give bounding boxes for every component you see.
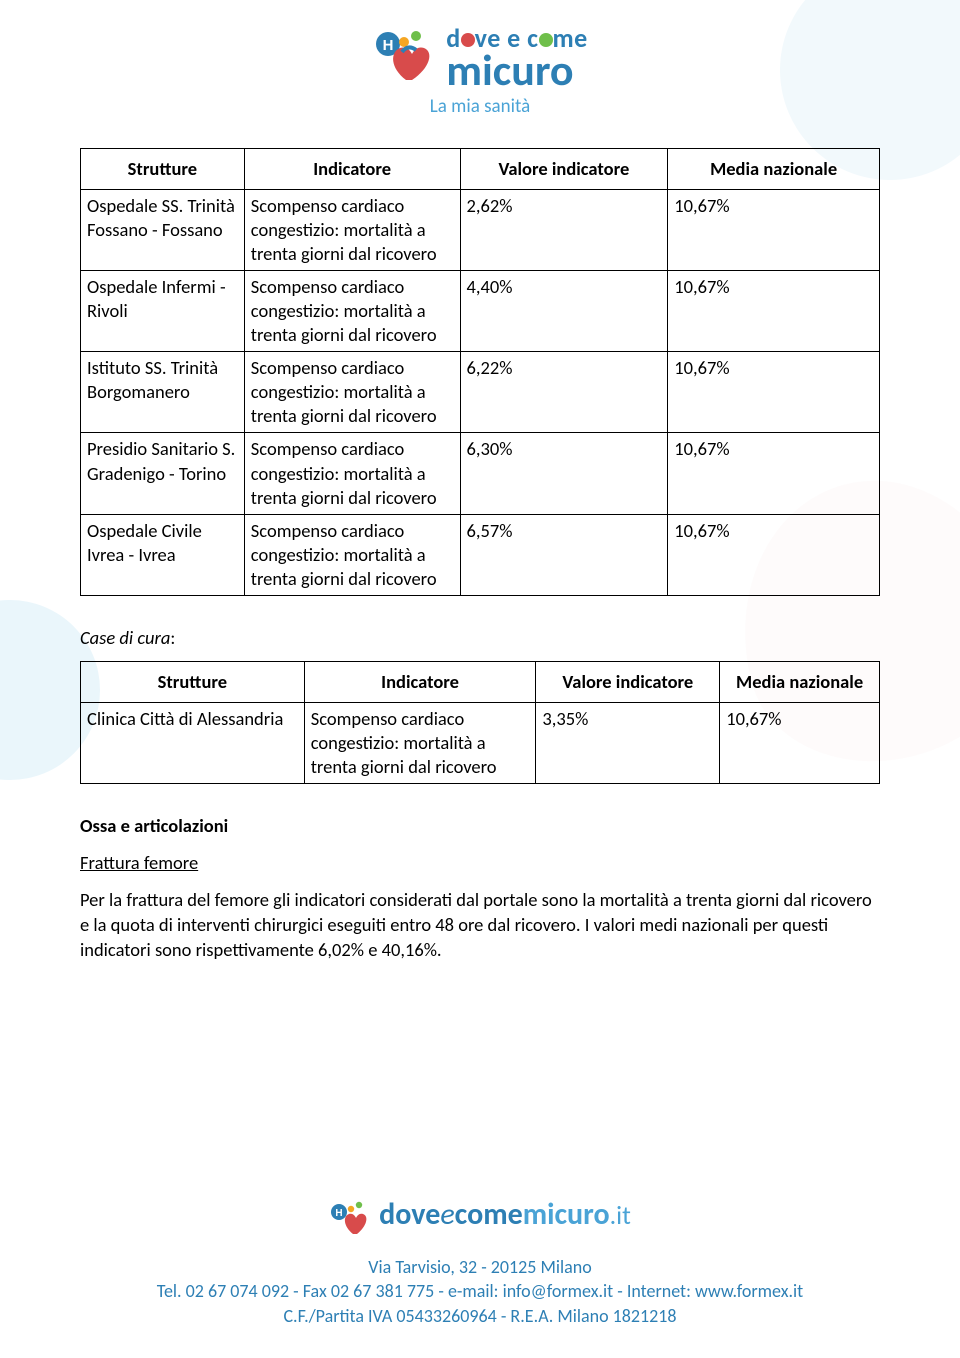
footer-logo-curo: curo (555, 1196, 610, 1233)
cell-indicatore: Scompenso cardiaco congestizio: mortalit… (244, 514, 460, 595)
footer-logo-e: e (440, 1196, 454, 1233)
footer-logo-text: doveecomemicuro.it (379, 1196, 631, 1233)
table-row: Presidio Sanitario S. Gradenigo - Torino… (81, 433, 880, 514)
section-frattura-femore: Frattura femore (80, 851, 880, 874)
page-content: H dve e cme micuro La mia sanità (0, 0, 960, 963)
logo-tagline: La mia sanità (372, 95, 588, 118)
cell-struttura: Ospedale SS. Trinità Fossano - Fossano (81, 190, 245, 271)
cell-indicatore: Scompenso cardiaco congestizio: mortalit… (244, 271, 460, 352)
colon: : (170, 626, 175, 649)
footer-logo-mi: mi (523, 1196, 555, 1233)
logo-graphic: H dve e cme micuro La mia sanità (372, 22, 588, 118)
footer-logo-dove: dove (379, 1196, 440, 1233)
cell-valore: 6,30% (460, 433, 668, 514)
cell-struttura: Ospedale Civile Ivrea - Ivrea (81, 514, 245, 595)
cell-struttura: Istituto SS. Trinità Borgomanero (81, 352, 245, 433)
cell-struttura: Ospedale Infermi - Rivoli (81, 271, 245, 352)
body-paragraph: Per la frattura del femore gli indicator… (80, 888, 880, 963)
footer-logo: H doveecomemicuro.it (0, 1196, 960, 1243)
logo-text-micuro: micuro (446, 51, 588, 91)
logo-header: H dve e cme micuro La mia sanità (80, 22, 880, 118)
col-header-media: Media nazionale (720, 661, 880, 702)
cell-media: 10,67% (720, 702, 880, 783)
table-row: Ospedale Civile Ivrea - Ivrea Scompenso … (81, 514, 880, 595)
cell-media: 10,67% (668, 514, 880, 595)
footer-address-line2: Tel. 02 67 074 092 - Fax 02 67 381 775 -… (0, 1279, 960, 1303)
case-di-cura-text: Case di cura (80, 626, 170, 649)
table-strutture-1: Strutture Indicatore Valore indicatore M… (80, 148, 880, 596)
col-header-strutture: Strutture (81, 149, 245, 190)
footer-logo-it: .it (610, 1199, 631, 1231)
col-header-valore: Valore indicatore (460, 149, 668, 190)
cell-struttura: Presidio Sanitario S. Gradenigo - Torino (81, 433, 245, 514)
footer-address-line3: C.F./Partita IVA 05433260964 - R.E.A. Mi… (0, 1304, 960, 1328)
col-header-indicatore: Indicatore (244, 149, 460, 190)
cell-valore: 6,22% (460, 352, 668, 433)
logo-heart-icon: H (372, 22, 440, 91)
col-header-valore: Valore indicatore (536, 661, 720, 702)
cell-valore: 4,40% (460, 271, 668, 352)
case-di-cura-label: Case di cura: (80, 626, 880, 649)
cell-media: 10,67% (668, 433, 880, 514)
table-header-row: Strutture Indicatore Valore indicatore M… (81, 149, 880, 190)
cell-valore: 3,35% (536, 702, 720, 783)
footer-address: Via Tarvisio, 32 - 20125 Milano Tel. 02 … (0, 1255, 960, 1328)
cell-indicatore: Scompenso cardiaco congestizio: mortalit… (244, 352, 460, 433)
footer-address-line1: Via Tarvisio, 32 - 20125 Milano (0, 1255, 960, 1279)
svg-text:H: H (336, 1208, 343, 1219)
footer-logo-come: come (455, 1196, 523, 1233)
col-header-media: Media nazionale (668, 149, 880, 190)
cell-media: 10,67% (668, 190, 880, 271)
footer-logo-icon: H (329, 1198, 373, 1243)
table-header-row: Strutture Indicatore Valore indicatore M… (81, 661, 880, 702)
table-row: Ospedale Infermi - Rivoli Scompenso card… (81, 271, 880, 352)
table-row: Ospedale SS. Trinità Fossano - Fossano S… (81, 190, 880, 271)
cell-valore: 2,62% (460, 190, 668, 271)
table-row: Clinica Città di Alessandria Scompenso c… (81, 702, 880, 783)
svg-text:H: H (383, 37, 394, 54)
cell-indicatore: Scompenso cardiaco congestizio: mortalit… (244, 433, 460, 514)
section-ossa-articolazioni: Ossa e articolazioni (80, 814, 880, 837)
cell-valore: 6,57% (460, 514, 668, 595)
cell-indicatore: Scompenso cardiaco congestizio: mortalit… (244, 190, 460, 271)
cell-media: 10,67% (668, 271, 880, 352)
cell-media: 10,67% (668, 352, 880, 433)
table-case-di-cura: Strutture Indicatore Valore indicatore M… (80, 661, 880, 784)
cell-struttura: Clinica Città di Alessandria (81, 702, 305, 783)
col-header-strutture: Strutture (81, 661, 305, 702)
page-footer: H doveecomemicuro.it Via Tarvisio, 32 - … (0, 1196, 960, 1328)
col-header-indicatore: Indicatore (304, 661, 536, 702)
cell-indicatore: Scompenso cardiaco congestizio: mortalit… (304, 702, 536, 783)
table-row: Istituto SS. Trinità Borgomanero Scompen… (81, 352, 880, 433)
